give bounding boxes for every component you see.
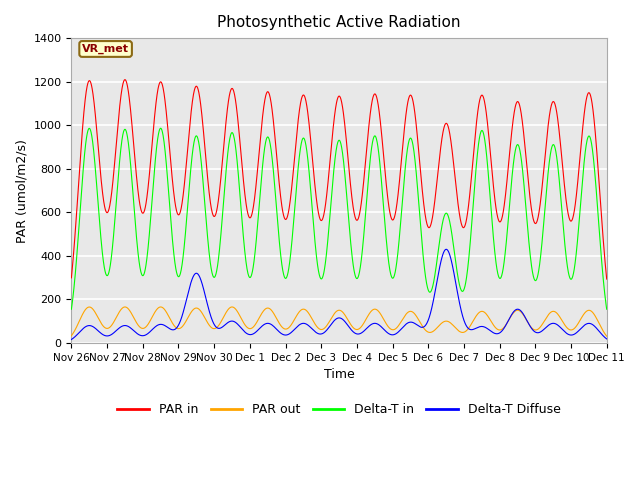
Legend: PAR in, PAR out, Delta-T in, Delta-T Diffuse: PAR in, PAR out, Delta-T in, Delta-T Dif… — [113, 398, 566, 421]
Title: Photosynthetic Active Radiation: Photosynthetic Active Radiation — [218, 15, 461, 30]
Text: VR_met: VR_met — [82, 44, 129, 54]
Y-axis label: PAR (umol/m2/s): PAR (umol/m2/s) — [15, 139, 28, 242]
X-axis label: Time: Time — [324, 368, 355, 381]
